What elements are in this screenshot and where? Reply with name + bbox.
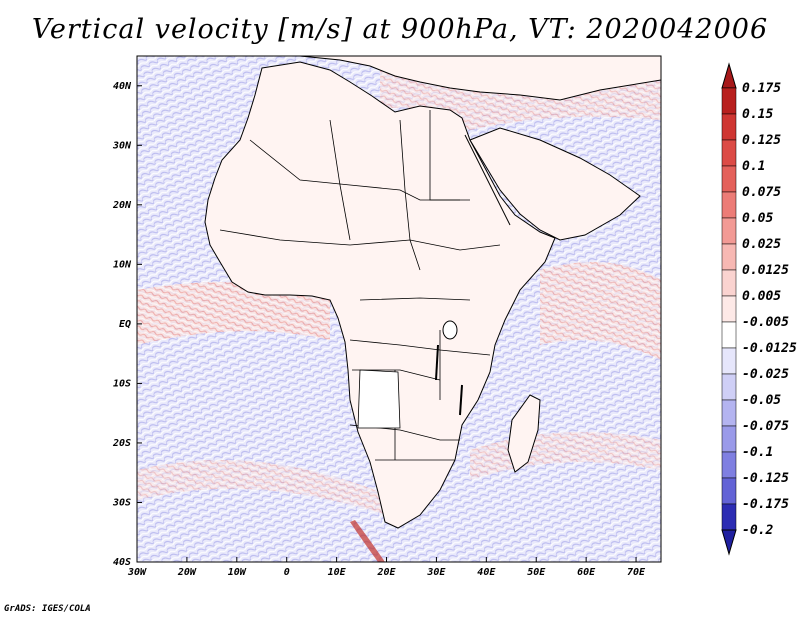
colorbar-segment: [721, 191, 737, 219]
lon-label: 20E: [376, 567, 396, 578]
colorbar-segment: [721, 373, 737, 401]
colorbar-label: 0.175: [742, 81, 781, 96]
lat-label: 10S: [113, 378, 131, 389]
colorbar: 0.175 0.15 0.125 0.1 0.075 0.05 0.025 0.0125 0.0…: [721, 62, 797, 556]
colorbar-label: 0.0125: [742, 263, 789, 278]
indian-ocean-band: [540, 262, 661, 360]
masked-region: [357, 369, 401, 429]
colorbar-label: -0.05: [742, 393, 781, 408]
lon-label: 10W: [228, 567, 247, 578]
colorbar-label: 0.05: [742, 211, 773, 226]
colorbar-top-arrow: [721, 62, 737, 89]
colorbar-segment: [721, 477, 737, 505]
southern-europe: [137, 56, 661, 101]
madagascar: [507, 394, 541, 473]
lon-label: 0: [284, 567, 290, 578]
colorbar-label: 0.005: [742, 289, 781, 304]
colorbar-label: 0.1: [742, 159, 765, 174]
colorbar-segment: [721, 269, 737, 297]
colorbar-label: -0.1: [742, 445, 773, 460]
colorbar-segment: [721, 425, 737, 453]
map-frame: [136, 55, 662, 563]
colorbar-segment: [721, 399, 737, 427]
arabian-peninsula: [469, 127, 641, 241]
colorbar-bottom-arrow: [721, 529, 737, 556]
colorbar-segment: [721, 165, 737, 193]
colorbar-segment: [721, 451, 737, 479]
colorbar-segment: [721, 347, 737, 375]
colorbar-segment: [721, 139, 737, 167]
latitude-labels: 40N 30N 20N 10N EQ 10S 20S 30S 40S: [112, 81, 142, 568]
lon-label: 10E: [328, 567, 347, 578]
colorbar-label: -0.2: [742, 523, 773, 538]
lon-label: 30W: [127, 567, 147, 578]
lat-label: 30S: [112, 497, 131, 508]
lake-victoria: [442, 320, 458, 340]
lake-malawi: [459, 384, 463, 416]
colorbar-label: -0.075: [742, 419, 789, 434]
red-sea-coast: [464, 134, 511, 226]
longitude-labels: 30W 20W 10W 0 10E 20E 30E 40E 50E 60E 70E: [127, 557, 646, 578]
tropical-atlantic-band: [137, 282, 330, 345]
colorbar-segment: [721, 503, 737, 531]
lat-label: 10N: [113, 259, 132, 270]
colorbar-segment: [721, 295, 737, 323]
colorbar-label: -0.005: [742, 315, 789, 330]
lon-label: 60E: [577, 567, 596, 578]
map-title: Vertical velocity [m/s] at 900hPa, VT: 2…: [31, 14, 769, 45]
colorbar-label: 0.075: [742, 185, 781, 200]
lat-label: 20N: [112, 200, 132, 211]
colorbar-segment: [721, 217, 737, 245]
lon-label: 70E: [627, 567, 646, 578]
colorbar-segment: [721, 321, 737, 349]
colorbar-label: 0.15: [742, 107, 773, 122]
lat-label: 20S: [112, 438, 131, 449]
country-borders: [219, 110, 501, 461]
lon-label: 30E: [426, 567, 446, 578]
lake-tanganyika: [435, 344, 439, 381]
colorbar-label: 0.025: [742, 237, 781, 252]
south-atlantic-band: [137, 460, 400, 520]
lat-label: 30N: [112, 140, 132, 151]
map-field: [137, 56, 661, 562]
colorbar-label: -0.025: [742, 367, 789, 382]
colorbar-segment: [721, 87, 737, 115]
colorbar-label: -0.175: [742, 497, 789, 512]
lon-label: 50E: [527, 567, 546, 578]
colorbar-label: -0.125: [742, 471, 789, 486]
colorbar-label: 0.125: [742, 133, 781, 148]
grads-credit: GrADS: IGES/COLA: [4, 604, 91, 614]
lat-label: 40S: [113, 557, 131, 568]
colorbar-segment: [721, 113, 737, 141]
colorbar-segment: [721, 243, 737, 271]
lon-label: 20W: [177, 567, 197, 578]
lat-label: EQ: [119, 319, 131, 330]
colorbar-label: -0.0125: [742, 341, 797, 356]
africa-landmass: [204, 61, 556, 529]
lat-label: 40N: [113, 81, 132, 92]
agulhas-streak: [350, 520, 385, 562]
lon-label: 40E: [477, 567, 496, 578]
